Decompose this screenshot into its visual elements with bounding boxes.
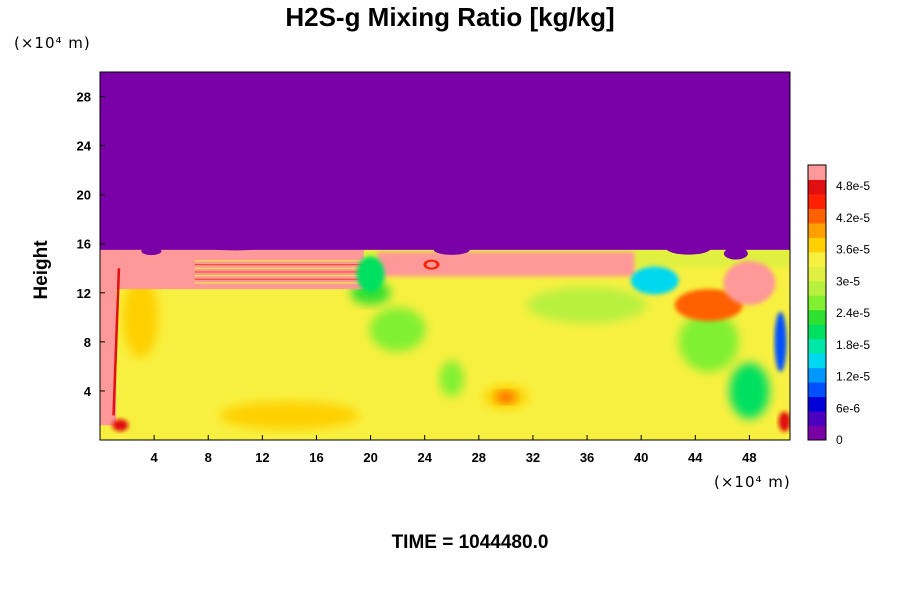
colorbar-segment-15 bbox=[808, 208, 826, 224]
field-patch-2 bbox=[495, 391, 516, 404]
pink-plume bbox=[723, 260, 776, 305]
interface-bump-0 bbox=[141, 247, 162, 256]
colorbar-tick-2: 1.2e-5 bbox=[836, 370, 870, 384]
colorbar-segment-9 bbox=[808, 295, 826, 311]
colorbar-frame bbox=[807, 164, 827, 441]
colorbar-segment-12 bbox=[808, 251, 826, 267]
left-corner-red bbox=[112, 419, 129, 432]
x-tick-label-3: 16 bbox=[309, 450, 323, 465]
colorbar-tick-0: 0 bbox=[836, 433, 843, 447]
y-tick-label-3: 16 bbox=[77, 237, 91, 252]
y-tick-label-6: 28 bbox=[77, 90, 91, 105]
colorbar-segment-14 bbox=[808, 222, 826, 238]
colorbar-segment-7 bbox=[808, 324, 826, 340]
colorbar-segment-11 bbox=[808, 266, 826, 282]
time-readout: TIME = 1044480.0 bbox=[391, 532, 549, 553]
colorbar-tick-6: 3.6e-5 bbox=[836, 243, 870, 257]
colorbar-segment-1 bbox=[808, 411, 826, 427]
colorbar: 0 6e-6 1.2e-5 1.8e-5 2.4e-5 3e-5 3.6e-5 4.2e-5 4… bbox=[807, 164, 870, 447]
x-tick-label-2: 12 bbox=[255, 450, 269, 465]
field-patch-10 bbox=[729, 362, 770, 419]
green-eddy-1 bbox=[356, 256, 385, 293]
x-tick-label-7: 32 bbox=[526, 450, 540, 465]
colorbar-segment-0 bbox=[808, 425, 826, 441]
left-wall-edge bbox=[112, 268, 121, 416]
y-tick-label-0: 4 bbox=[84, 384, 92, 399]
field-patch-5 bbox=[678, 311, 739, 372]
colorbar-tick-3: 1.8e-5 bbox=[836, 338, 870, 352]
left-wall-high bbox=[100, 249, 117, 426]
colorbar-segment-18 bbox=[808, 165, 826, 180]
colorbar-tick-5: 3e-5 bbox=[836, 274, 860, 288]
field-patch-6 bbox=[219, 401, 360, 430]
field-patch-8 bbox=[122, 277, 159, 358]
field-patch-7 bbox=[439, 360, 464, 397]
colorbar-tick-7: 4.2e-5 bbox=[836, 211, 870, 225]
colorbar-segment-10 bbox=[808, 280, 826, 296]
x-axis: 4 8 12 16 20 24 28 32 36 40 44 48 bbox=[151, 435, 757, 465]
interface-bump-2 bbox=[433, 244, 470, 255]
colorbar-segment-4 bbox=[808, 367, 826, 383]
colorbar-segment-8 bbox=[808, 309, 826, 325]
x-tick-label-1: 8 bbox=[205, 450, 212, 465]
interface-bump-3 bbox=[666, 242, 711, 255]
colorbar-tick-4: 2.4e-5 bbox=[836, 306, 870, 320]
y-axis-unit: (×10⁴ m) bbox=[14, 34, 91, 52]
colorbar-segment-17 bbox=[808, 179, 826, 195]
interface-bump-1 bbox=[205, 244, 266, 251]
interface-bump-4 bbox=[723, 247, 748, 260]
x-tick-label-6: 28 bbox=[472, 450, 486, 465]
field-patch-9 bbox=[527, 287, 648, 324]
colorbar-tick-1: 6e-6 bbox=[836, 401, 860, 415]
orange-eddy bbox=[674, 289, 743, 322]
x-axis-unit: (×10⁴ m) bbox=[714, 473, 791, 491]
colorbar-segment-6 bbox=[808, 338, 826, 354]
upper-layer bbox=[100, 72, 790, 250]
colorbar-segment-13 bbox=[808, 237, 826, 253]
x-tick-label-10: 44 bbox=[688, 450, 703, 465]
x-tick-label-5: 24 bbox=[417, 450, 432, 465]
colorbar-segment-5 bbox=[808, 353, 826, 369]
colorbar-tick-8: 4.8e-5 bbox=[836, 179, 870, 193]
colorbar-segment-3 bbox=[808, 382, 826, 398]
x-tick-label-11: 48 bbox=[742, 450, 756, 465]
field-patch-4 bbox=[596, 336, 687, 397]
x-tick-label-4: 20 bbox=[363, 450, 377, 465]
right-wall-red bbox=[778, 411, 790, 432]
y-tick-label-1: 8 bbox=[84, 335, 91, 350]
chart-title: H2S-g Mixing Ratio [kg/kg] bbox=[285, 2, 615, 32]
eddy-core bbox=[426, 261, 437, 268]
y-tick-label-4: 20 bbox=[77, 188, 91, 203]
x-tick-label-8: 36 bbox=[580, 450, 594, 465]
y-tick-label-2: 12 bbox=[77, 286, 91, 301]
cyan-eddy bbox=[630, 266, 679, 295]
plot-frame bbox=[99, 71, 791, 441]
field-patch-0 bbox=[181, 331, 262, 402]
heatmap-field bbox=[100, 72, 790, 440]
field-patch-3 bbox=[369, 307, 426, 352]
x-tick-label-0: 4 bbox=[151, 450, 159, 465]
interface-high-mid bbox=[377, 251, 635, 277]
colorbar-segment-2 bbox=[808, 396, 826, 412]
x-tick-label-9: 40 bbox=[634, 450, 648, 465]
y-axis: 4 8 12 16 20 24 28 bbox=[77, 90, 105, 399]
y-tick-label-5: 24 bbox=[77, 139, 92, 154]
right-wall-blue bbox=[774, 311, 787, 372]
colorbar-segment-16 bbox=[808, 193, 826, 209]
